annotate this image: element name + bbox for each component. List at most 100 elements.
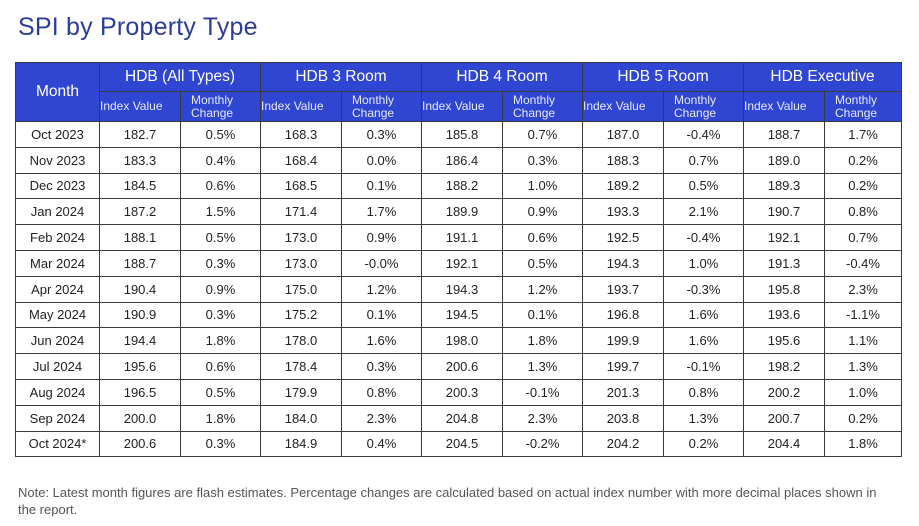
- hdb-5room-change-cell: 0.7%: [663, 146, 744, 174]
- hdb-all-change-cell: 0.5%: [180, 121, 261, 148]
- hdb-all-change-cell: 0.9%: [180, 275, 261, 303]
- hdb-exec-change-cell: 1.8%: [823, 430, 903, 458]
- hdb-5room-change-cell: -0.4%: [663, 224, 744, 251]
- month-cell: Feb 2024: [15, 224, 100, 251]
- hdb-3room-change-cell: 1.6%: [341, 327, 422, 355]
- hdb-exec-index-cell: 193.6: [743, 301, 825, 329]
- spi-table: Month HDB (All Types) HDB 3 Room HDB 4 R…: [15, 62, 903, 458]
- hdb-3room-change-cell: 2.3%: [341, 404, 422, 432]
- hdb-4room-index-cell: 185.8: [421, 121, 503, 148]
- header-row-groups: Month HDB (All Types) HDB 3 Room HDB 4 R…: [15, 62, 903, 122]
- subheader-index-value: Index Value: [421, 91, 503, 122]
- month-cell: May 2024: [15, 301, 100, 329]
- hdb-exec-change-cell: 0.8%: [823, 198, 903, 226]
- hdb-5room-change-cell: 0.8%: [663, 378, 744, 406]
- hdb-exec-change-cell: -0.4%: [823, 249, 903, 277]
- page-title: SPI by Property Type: [18, 13, 258, 41]
- hdb-3room-index-cell: 168.3: [260, 121, 342, 148]
- hdb-exec-index-cell: 189.3: [743, 172, 825, 200]
- hdb-exec-index-cell: 204.4: [743, 430, 825, 458]
- subheader-index-value: Index Value: [99, 91, 181, 122]
- hdb-exec-index-cell: 192.1: [743, 224, 825, 251]
- hdb-5room-change-cell: 1.0%: [663, 249, 744, 277]
- hdb-all-index-cell: 183.3: [99, 146, 181, 174]
- hdb-all-index-cell: 190.9: [99, 301, 181, 329]
- month-cell: Oct 2023: [15, 121, 100, 148]
- month-cell: Apr 2024: [15, 275, 100, 303]
- hdb-5room-index-cell: 203.8: [582, 404, 664, 432]
- group-header-hdb-4-room: HDB 4 Room: [421, 62, 583, 92]
- month-cell: Aug 2024: [15, 378, 100, 406]
- hdb-exec-index-cell: 190.7: [743, 198, 825, 226]
- hdb-all-change-cell: 0.3%: [180, 430, 261, 458]
- table-row: Feb 2024 188.1 0.5% 173.0 0.9% 191.1 0.6% 192.5…: [15, 224, 903, 251]
- hdb-4room-change-cell: 0.1%: [502, 301, 583, 329]
- hdb-all-index-cell: 188.1: [99, 224, 181, 251]
- hdb-all-index-cell: 182.7: [99, 121, 181, 148]
- subheader-monthly-change: Monthly Change: [823, 91, 903, 122]
- hdb-5room-change-cell: 0.2%: [663, 430, 744, 458]
- hdb-3room-change-cell: 0.8%: [341, 378, 422, 406]
- hdb-all-change-cell: 0.6%: [180, 172, 261, 200]
- hdb-4room-index-cell: 192.1: [421, 249, 503, 277]
- hdb-all-change-cell: 1.8%: [180, 327, 261, 355]
- hdb-4room-change-cell: -0.1%: [502, 378, 583, 406]
- hdb-3room-change-cell: 1.2%: [341, 275, 422, 303]
- hdb-exec-index-cell: 200.7: [743, 404, 825, 432]
- hdb-5room-index-cell: 188.3: [582, 146, 664, 174]
- hdb-5room-change-cell: 1.3%: [663, 404, 744, 432]
- hdb-5room-change-cell: 2.1%: [663, 198, 744, 226]
- hdb-3room-index-cell: 175.0: [260, 275, 342, 303]
- hdb-5room-index-cell: 199.9: [582, 327, 664, 355]
- hdb-all-index-cell: 200.0: [99, 404, 181, 432]
- month-cell: Nov 2023: [15, 146, 100, 174]
- hdb-exec-index-cell: 195.8: [743, 275, 825, 303]
- month-cell: Oct 2024*: [15, 430, 100, 458]
- hdb-4room-index-cell: 204.5: [421, 430, 503, 458]
- hdb-3room-index-cell: 168.4: [260, 146, 342, 174]
- hdb-5room-change-cell: 1.6%: [663, 301, 744, 329]
- hdb-exec-index-cell: 191.3: [743, 249, 825, 277]
- hdb-5room-index-cell: 201.3: [582, 378, 664, 406]
- table-row: Oct 2023 182.7 0.5% 168.3 0.3% 185.8 0.7% 187.0…: [15, 121, 903, 148]
- hdb-4room-change-cell: 1.0%: [502, 172, 583, 200]
- hdb-4room-change-cell: 1.3%: [502, 353, 583, 380]
- hdb-3room-change-cell: 0.1%: [341, 172, 422, 200]
- hdb-3room-change-cell: 0.4%: [341, 430, 422, 458]
- subheader-index-value: Index Value: [260, 91, 342, 122]
- hdb-5room-index-cell: 189.2: [582, 172, 664, 200]
- hdb-exec-change-cell: 0.2%: [823, 404, 903, 432]
- hdb-4room-change-cell: 0.5%: [502, 249, 583, 277]
- hdb-all-change-cell: 1.5%: [180, 198, 261, 226]
- hdb-4room-change-cell: 0.3%: [502, 146, 583, 174]
- hdb-exec-change-cell: 1.1%: [823, 327, 903, 355]
- table-row: Dec 2023 184.5 0.6% 168.5 0.1% 188.2 1.0% 189.2…: [15, 172, 903, 200]
- hdb-5room-change-cell: 1.6%: [663, 327, 744, 355]
- hdb-5room-index-cell: 204.2: [582, 430, 664, 458]
- hdb-exec-change-cell: 0.2%: [823, 146, 903, 174]
- hdb-4room-change-cell: 2.3%: [502, 404, 583, 432]
- group-header-hdb-all-types: HDB (All Types): [99, 62, 261, 92]
- hdb-4room-change-cell: 0.7%: [502, 121, 583, 148]
- hdb-exec-index-cell: 200.2: [743, 378, 825, 406]
- hdb-all-index-cell: 200.6: [99, 430, 181, 458]
- hdb-3room-index-cell: 178.4: [260, 353, 342, 380]
- hdb-3room-index-cell: 168.5: [260, 172, 342, 200]
- hdb-exec-index-cell: 198.2: [743, 353, 825, 380]
- hdb-4room-change-cell: 0.9%: [502, 198, 583, 226]
- hdb-3room-change-cell: 0.9%: [341, 224, 422, 251]
- hdb-3room-index-cell: 184.9: [260, 430, 342, 458]
- hdb-exec-change-cell: 0.2%: [823, 172, 903, 200]
- hdb-exec-index-cell: 195.6: [743, 327, 825, 355]
- hdb-4room-index-cell: 198.0: [421, 327, 503, 355]
- hdb-4room-change-cell: -0.2%: [502, 430, 583, 458]
- header-row-subcolumns: Index Value Monthly Change Index Value M…: [16, 91, 903, 122]
- hdb-5room-index-cell: 199.7: [582, 353, 664, 380]
- table-row: Sep 2024 200.0 1.8% 184.0 2.3% 204.8 2.3% 203.8…: [15, 404, 903, 432]
- hdb-all-change-cell: 1.8%: [180, 404, 261, 432]
- subheader-monthly-change: Monthly Change: [663, 91, 744, 122]
- hdb-5room-index-cell: 193.7: [582, 275, 664, 303]
- subheader-index-value: Index Value: [743, 91, 825, 122]
- table-row: Oct 2024* 200.6 0.3% 184.9 0.4% 204.5 -0.2% 204…: [15, 430, 903, 458]
- hdb-3room-index-cell: 171.4: [260, 198, 342, 226]
